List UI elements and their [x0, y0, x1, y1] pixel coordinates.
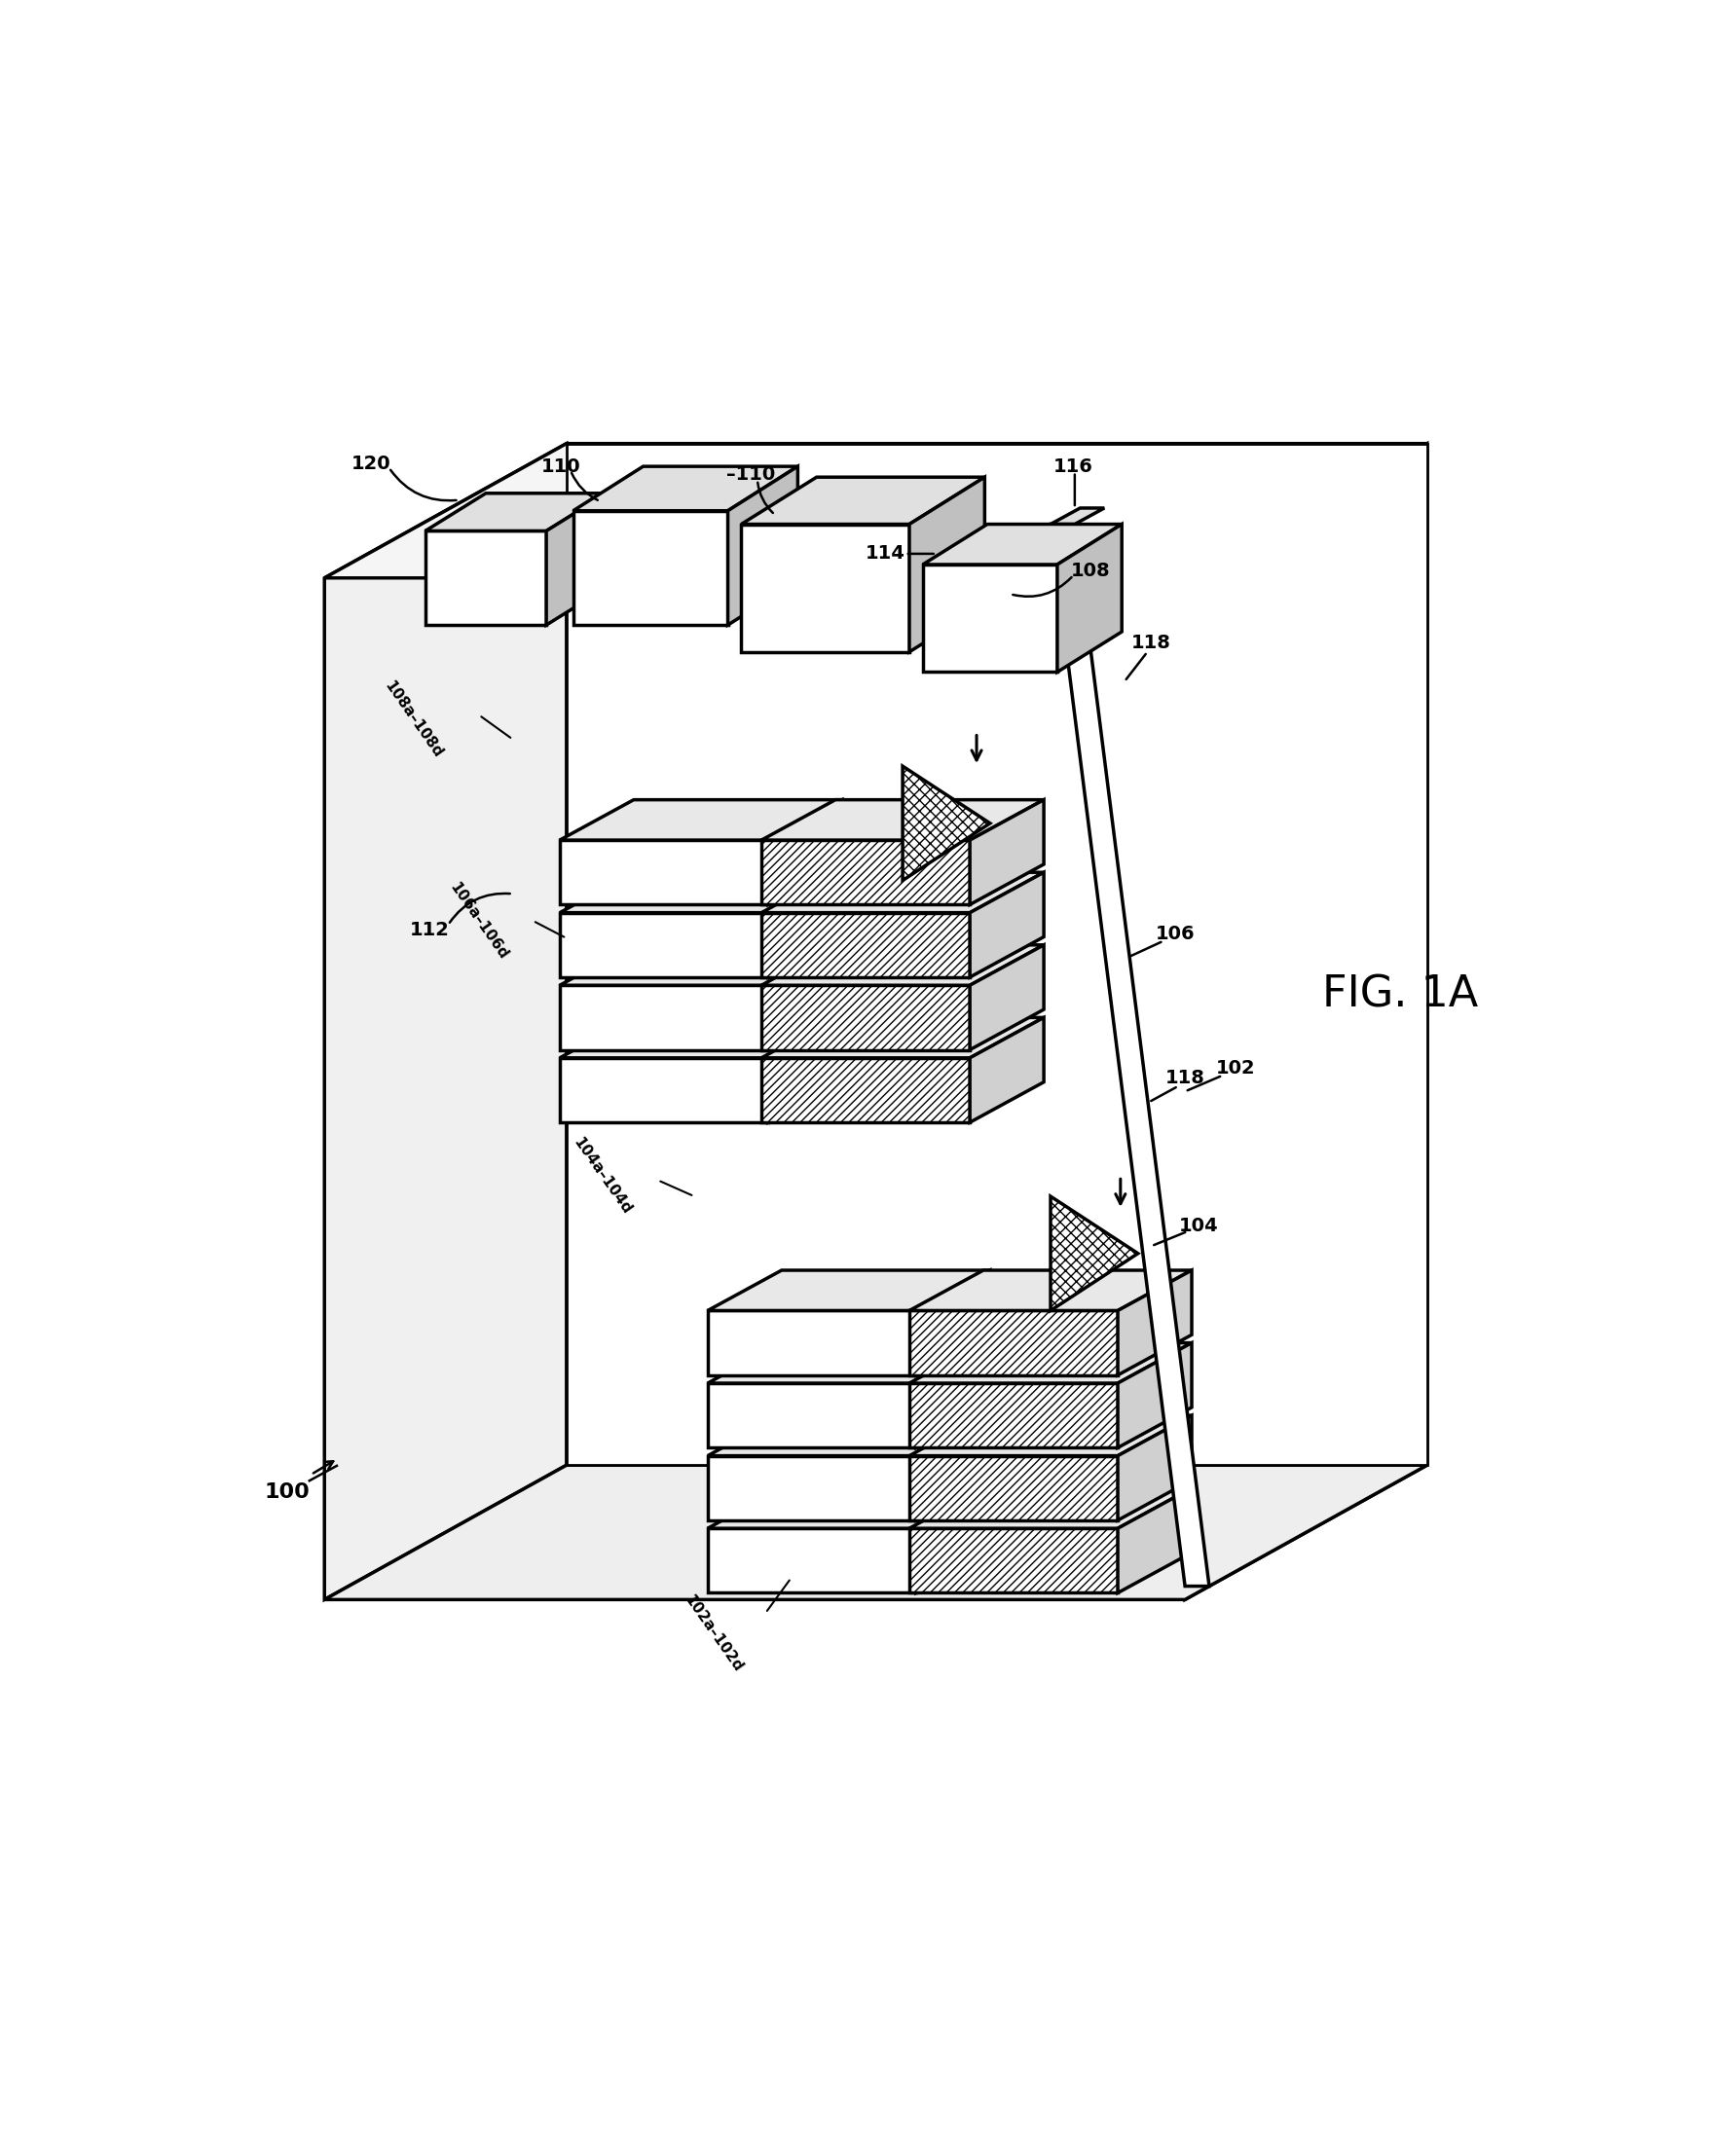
Text: 104: 104 — [1178, 1216, 1218, 1235]
Polygon shape — [909, 1384, 1117, 1447]
Text: –110: –110 — [727, 466, 776, 483]
Polygon shape — [708, 1343, 991, 1384]
Polygon shape — [909, 476, 985, 651]
Polygon shape — [916, 1343, 991, 1447]
Polygon shape — [573, 511, 729, 625]
Polygon shape — [708, 1270, 991, 1311]
Text: 112: 112 — [409, 921, 449, 940]
Polygon shape — [324, 444, 1426, 578]
Polygon shape — [762, 1059, 970, 1123]
Polygon shape — [560, 912, 769, 977]
Polygon shape — [708, 1416, 991, 1455]
Polygon shape — [970, 944, 1044, 1050]
Polygon shape — [909, 1311, 1117, 1376]
Polygon shape — [916, 1416, 991, 1520]
Text: 106: 106 — [1156, 925, 1195, 944]
Polygon shape — [560, 1059, 769, 1123]
Polygon shape — [708, 1529, 916, 1593]
Polygon shape — [1051, 509, 1105, 524]
Polygon shape — [769, 1018, 841, 1123]
Polygon shape — [762, 944, 1044, 985]
Polygon shape — [425, 494, 607, 530]
Polygon shape — [762, 841, 970, 906]
Polygon shape — [573, 466, 798, 511]
Polygon shape — [902, 765, 991, 880]
Polygon shape — [1057, 524, 1123, 673]
Polygon shape — [708, 1384, 916, 1447]
Text: 108: 108 — [1070, 563, 1110, 580]
Polygon shape — [741, 524, 909, 651]
Polygon shape — [762, 873, 1044, 912]
Text: 108a–108d: 108a–108d — [382, 679, 446, 761]
Polygon shape — [762, 800, 1044, 841]
Polygon shape — [1117, 1488, 1192, 1593]
Polygon shape — [560, 873, 841, 912]
Polygon shape — [729, 466, 798, 625]
Polygon shape — [566, 444, 1426, 1466]
Polygon shape — [708, 1488, 991, 1529]
Polygon shape — [970, 1018, 1044, 1123]
Polygon shape — [324, 1466, 1426, 1600]
Polygon shape — [547, 494, 607, 625]
Polygon shape — [1051, 524, 1209, 1587]
Polygon shape — [909, 1529, 1117, 1593]
Polygon shape — [769, 800, 841, 906]
Polygon shape — [1051, 1197, 1138, 1311]
Text: 110: 110 — [541, 457, 581, 476]
Polygon shape — [909, 1270, 1192, 1311]
Polygon shape — [916, 1488, 991, 1593]
Polygon shape — [425, 530, 547, 625]
Polygon shape — [1117, 1270, 1192, 1376]
Polygon shape — [923, 524, 1123, 565]
Text: 106a–106d: 106a–106d — [446, 880, 510, 962]
Text: 116: 116 — [1053, 457, 1093, 476]
Polygon shape — [909, 1343, 1192, 1384]
Polygon shape — [560, 841, 769, 906]
Polygon shape — [970, 873, 1044, 977]
Polygon shape — [560, 985, 769, 1050]
Polygon shape — [1185, 444, 1426, 1600]
Polygon shape — [708, 1311, 916, 1376]
Polygon shape — [762, 912, 970, 977]
Polygon shape — [769, 944, 841, 1050]
Text: 102: 102 — [1216, 1059, 1256, 1078]
Polygon shape — [909, 1488, 1192, 1529]
Text: 114: 114 — [866, 545, 906, 563]
Polygon shape — [324, 444, 566, 1600]
Polygon shape — [769, 873, 841, 977]
Text: 118: 118 — [1131, 634, 1171, 651]
Polygon shape — [1117, 1343, 1192, 1447]
Polygon shape — [741, 476, 985, 524]
Text: 104a–104d: 104a–104d — [571, 1136, 633, 1218]
Polygon shape — [762, 985, 970, 1050]
Polygon shape — [909, 1455, 1117, 1520]
Polygon shape — [916, 1270, 991, 1376]
Text: FIG. 1A: FIG. 1A — [1322, 975, 1478, 1015]
Polygon shape — [560, 800, 841, 841]
Polygon shape — [560, 1018, 841, 1059]
Polygon shape — [909, 1416, 1192, 1455]
Polygon shape — [923, 565, 1057, 673]
Text: 118: 118 — [1166, 1069, 1204, 1087]
Polygon shape — [970, 800, 1044, 906]
Text: 100: 100 — [264, 1483, 309, 1503]
Polygon shape — [708, 1455, 916, 1520]
Text: 120: 120 — [352, 455, 392, 472]
Text: 102a–102d: 102a–102d — [682, 1591, 746, 1675]
Polygon shape — [762, 1018, 1044, 1059]
Polygon shape — [1117, 1416, 1192, 1520]
Polygon shape — [560, 944, 841, 985]
